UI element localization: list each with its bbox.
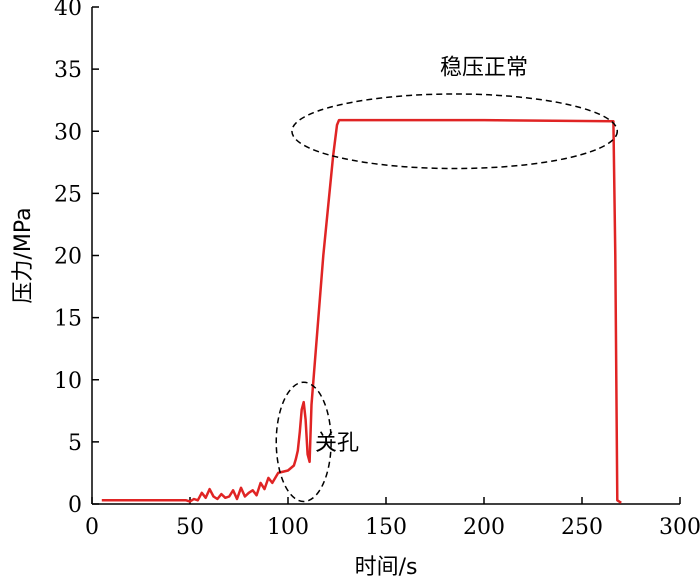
y-tick-label: 0: [68, 493, 82, 518]
x-tick-label: 250: [561, 515, 603, 540]
y-axis-title: 压力/MPa: [11, 207, 36, 303]
y-tick-label: 35: [54, 58, 82, 83]
x-tick-label: 0: [85, 515, 99, 540]
series-layer: [101, 118, 622, 504]
x-tick-label: 150: [365, 515, 407, 540]
annotation-label: 稳压正常: [440, 56, 528, 81]
x-tick-label: 200: [463, 515, 505, 540]
y-tick-label: 30: [54, 120, 82, 145]
x-tick-label: 50: [176, 515, 204, 540]
annotation-ellipse: [291, 93, 619, 170]
ticks: 0 5 10 15 20 25 30 35 40 0 50 100 150 200 250 300: [54, 0, 700, 540]
axes: [91, 7, 680, 505]
y-tick-label: 5: [68, 431, 82, 456]
y-tick-label: 40: [54, 0, 82, 21]
annotation-label: 关孔: [315, 431, 359, 456]
pressure-series-line: [101, 118, 622, 504]
x-tick-label: 100: [267, 515, 309, 540]
x-axis-title: 时间/s: [355, 555, 418, 578]
y-tick-label: 20: [54, 245, 82, 270]
y-tick-label: 15: [54, 307, 82, 332]
x-tick-label: 300: [659, 515, 700, 540]
y-tick-label: 25: [54, 182, 82, 207]
y-tick-label: 10: [54, 369, 82, 394]
annotation-ellipse: [275, 381, 332, 503]
